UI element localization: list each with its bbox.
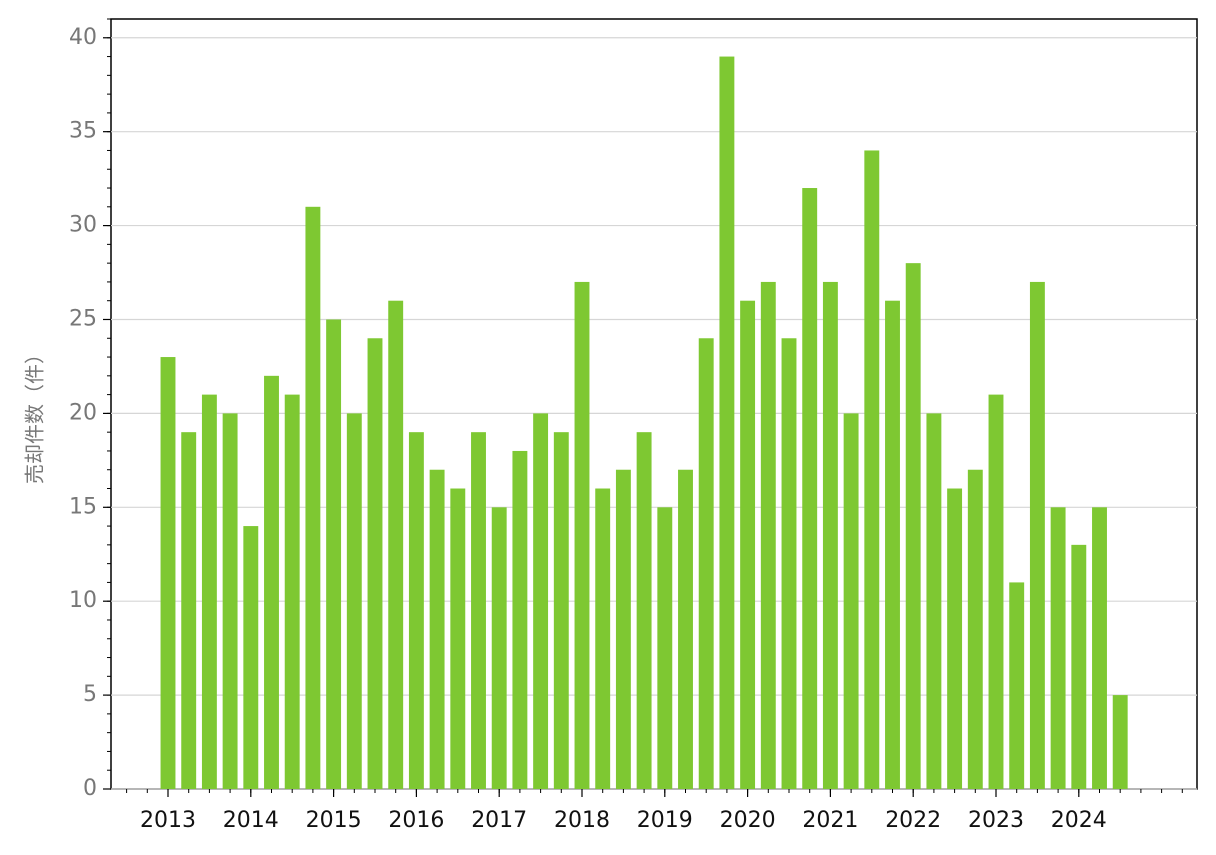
x-tick-label: 2013 (140, 808, 196, 833)
bar (740, 300, 756, 789)
x-tick-label: 2015 (306, 808, 362, 833)
bar (284, 394, 300, 789)
x-tick-label: 2018 (554, 808, 610, 833)
y-tick-label: 40 (69, 25, 97, 50)
bar (719, 56, 735, 789)
bar (967, 469, 983, 789)
bar (408, 432, 424, 789)
bar (843, 413, 859, 789)
y-tick-label: 10 (69, 588, 97, 613)
x-tick-label: 2017 (471, 808, 527, 833)
bar (491, 507, 507, 789)
bar (760, 281, 776, 789)
bar (1009, 582, 1025, 789)
x-tick-label: 2023 (968, 808, 1024, 833)
bar (1029, 281, 1045, 789)
x-tick-label: 2021 (802, 808, 858, 833)
bar (947, 488, 963, 789)
bar (574, 281, 590, 789)
bar (698, 338, 714, 789)
bar (1112, 695, 1128, 789)
bar (595, 488, 611, 789)
bar (243, 526, 259, 789)
bar (1071, 544, 1087, 789)
bar (388, 300, 404, 789)
bar (926, 413, 942, 789)
bar (1092, 507, 1107, 789)
x-tick-label: 2014 (223, 808, 279, 833)
y-tick-label: 5 (83, 682, 97, 707)
bar (988, 394, 1004, 789)
bar (1050, 507, 1066, 789)
bar (367, 338, 383, 789)
bar (533, 413, 549, 789)
y-tick-label: 25 (69, 306, 97, 331)
y-tick-label: 0 (83, 776, 97, 801)
bar (512, 450, 528, 789)
bar (781, 338, 797, 789)
bar (326, 319, 342, 789)
bar (822, 281, 838, 789)
y-tick-label: 20 (69, 400, 97, 425)
bar (864, 150, 880, 790)
y-tick-label: 30 (69, 213, 97, 238)
bar (678, 469, 693, 789)
bar (429, 469, 445, 789)
bar (615, 469, 631, 789)
y-axis-label: 売却件数（件） (23, 344, 47, 484)
bar (160, 357, 176, 789)
bar (657, 507, 673, 789)
bar (305, 206, 321, 789)
x-tick-label: 2016 (388, 808, 444, 833)
y-tick-label: 35 (69, 119, 97, 144)
x-tick-label: 2020 (720, 808, 776, 833)
bar (553, 432, 569, 789)
bar (346, 413, 362, 789)
bar (450, 488, 466, 789)
bar (636, 432, 652, 789)
bar (201, 394, 217, 789)
bar (905, 263, 921, 789)
x-tick-label: 2024 (1051, 808, 1107, 833)
bar (885, 300, 900, 789)
bar (802, 188, 818, 789)
x-tick-label: 2019 (637, 808, 693, 833)
y-tick-label: 15 (69, 494, 97, 519)
bar (264, 375, 279, 789)
x-tick-label: 2022 (885, 808, 941, 833)
bar (181, 432, 197, 789)
bar (222, 413, 238, 789)
bar (471, 432, 486, 789)
